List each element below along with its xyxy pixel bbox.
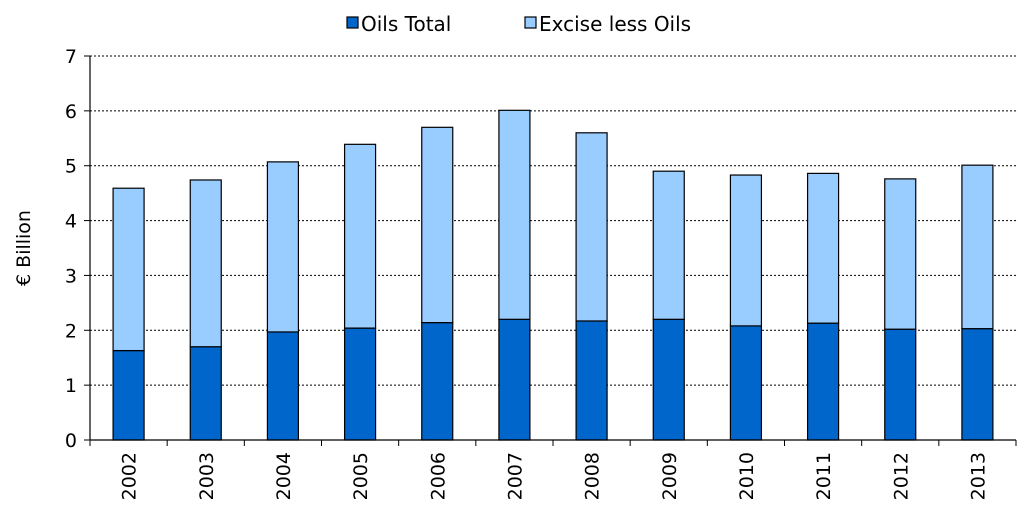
bar-oils-total	[884, 328, 917, 441]
bar-excise-less-oils	[498, 109, 531, 320]
bar-excise-less-oils	[652, 170, 685, 320]
bar-oils-total	[652, 318, 685, 441]
x-tick-label: 2003	[196, 452, 218, 500]
bar-oils-total	[729, 325, 763, 441]
x-tick-label: 2002	[119, 452, 141, 500]
grid-layer	[90, 55, 1016, 386]
y-axis-label: € Billion	[13, 210, 35, 286]
bar-excise-less-oils	[266, 161, 300, 333]
y-tick-label: 6	[65, 101, 77, 123]
bar-excise-less-oils	[112, 187, 145, 352]
bars-layer	[112, 109, 994, 441]
bar-excise-less-oils	[343, 143, 377, 329]
bar-oils-total	[961, 328, 994, 441]
bar-oils-total	[421, 322, 454, 441]
bar-excise-less-oils	[884, 178, 917, 330]
bar-oils-total	[266, 331, 300, 441]
bar-excise-less-oils	[421, 126, 454, 324]
x-tick-label: 2004	[273, 452, 295, 500]
y-tick-label: 0	[65, 430, 77, 452]
y-tick-label: 3	[65, 265, 77, 287]
y-tick-label: 1	[65, 375, 77, 397]
x-tick-label: 2007	[504, 452, 526, 500]
bar-oils-total	[189, 346, 222, 441]
x-tick-label: 2008	[582, 452, 604, 500]
x-tick-label: 2013	[967, 452, 989, 500]
bar-excise-less-oils	[189, 179, 222, 348]
legend: Oils Total Excise less Oils	[346, 12, 691, 36]
bar-oils-total	[806, 322, 840, 441]
x-tick-label: 2009	[659, 452, 681, 500]
x-tick-label: 2006	[427, 452, 449, 500]
legend-swatch	[346, 16, 359, 29]
y-tick-label: 5	[65, 156, 77, 178]
bar-oils-total	[343, 327, 377, 441]
bar-oils-total	[112, 349, 145, 441]
y-tick-label: 4	[65, 211, 77, 233]
legend-label: Oils Total	[361, 12, 451, 36]
legend-swatch	[524, 16, 537, 29]
axis-layer: 0 1 2 3 4 5 6 7 2002 2003 2004 2005 2006 2007 2008 2009…	[65, 46, 1017, 500]
legend-label: Excise less Oils	[539, 12, 691, 36]
x-tick-label: 2005	[350, 452, 372, 500]
x-tick-label: 2010	[736, 452, 758, 500]
bar-oils-total	[575, 320, 608, 441]
bar-oils-total	[498, 318, 531, 441]
y-tick-label: 2	[65, 320, 77, 342]
bar-excise-less-oils	[575, 132, 608, 322]
y-tick-label: 7	[65, 46, 77, 68]
x-tick-label: 2011	[813, 452, 835, 500]
bar-excise-less-oils	[806, 172, 840, 324]
bar-excise-less-oils	[961, 164, 994, 330]
x-tick-label: 2012	[890, 452, 912, 500]
bar-excise-less-oils	[729, 174, 763, 327]
